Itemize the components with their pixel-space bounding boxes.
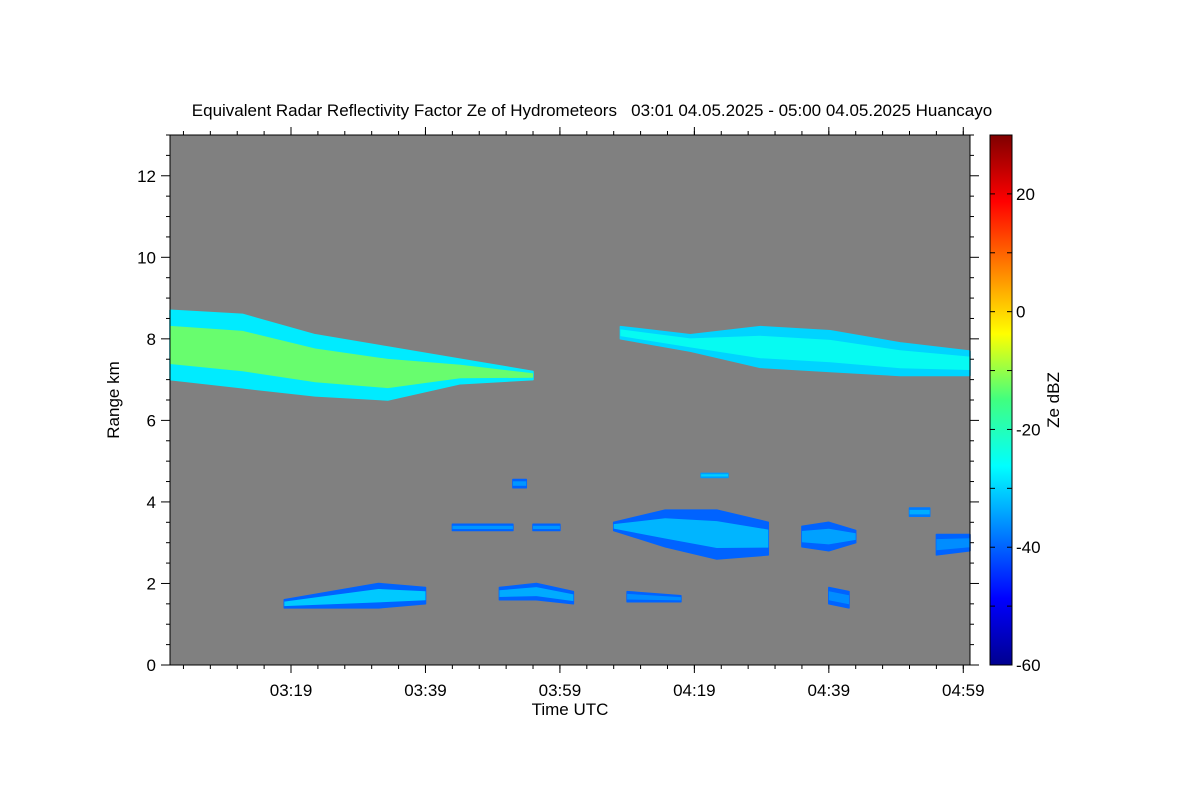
echo-core: [452, 525, 513, 530]
colorbar: [989, 134, 1013, 666]
colorbar-label: Ze dBZ: [1044, 372, 1063, 428]
colorbar-tick-label: -60: [1016, 656, 1041, 675]
echo-core: [170, 325, 533, 389]
y-axis-label: Range km: [104, 361, 123, 438]
y-tick-label: 0: [147, 656, 156, 675]
echo-core: [936, 538, 970, 551]
y-tick-label: 2: [147, 574, 156, 593]
plot-background: [170, 135, 970, 665]
echo-core: [284, 589, 426, 607]
x-tick-label: 03:39: [404, 681, 447, 700]
colorbar-tick-label: -40: [1016, 538, 1041, 557]
colorbar-tick-label: 0: [1016, 303, 1025, 322]
y-tick-label: 6: [147, 411, 156, 430]
echo-core: [801, 528, 856, 545]
y-tick-label: 10: [137, 248, 156, 267]
echo-core: [533, 525, 560, 530]
echo-core: [620, 329, 970, 370]
x-axis-label: Time UTC: [532, 700, 609, 719]
chart-title: Equivalent Radar Reflectivity Factor Ze …: [192, 101, 992, 120]
y-tick-label: 8: [147, 330, 156, 349]
colorbar-tick-label: 20: [1016, 185, 1035, 204]
echo-core: [613, 518, 769, 548]
x-tick-label: 04:39: [808, 681, 851, 700]
echo-core: [499, 587, 574, 602]
echo-core: [701, 474, 728, 477]
echo-core: [828, 591, 849, 605]
colorbar-ticks: -60 -40 -20 0 20: [990, 134, 1041, 675]
x-tick-label: 04:19: [673, 681, 716, 700]
x-tick-label: 03:59: [539, 681, 582, 700]
echo-core: [627, 593, 681, 601]
y-tick-label: 4: [147, 493, 156, 512]
x-tick-label: 03:19: [270, 681, 313, 700]
echo-core: [909, 509, 930, 515]
echo-core: [512, 481, 527, 486]
y-tick-label: 12: [137, 167, 156, 186]
colorbar-tick-label: -20: [1016, 420, 1041, 439]
y-axis: 0 2 4 6 8 10 12: [137, 134, 979, 675]
x-axis: 03:19 03:39 03:59 04:19 04:39 04:59: [182, 127, 985, 700]
x-tick-label: 04:59: [942, 681, 985, 700]
